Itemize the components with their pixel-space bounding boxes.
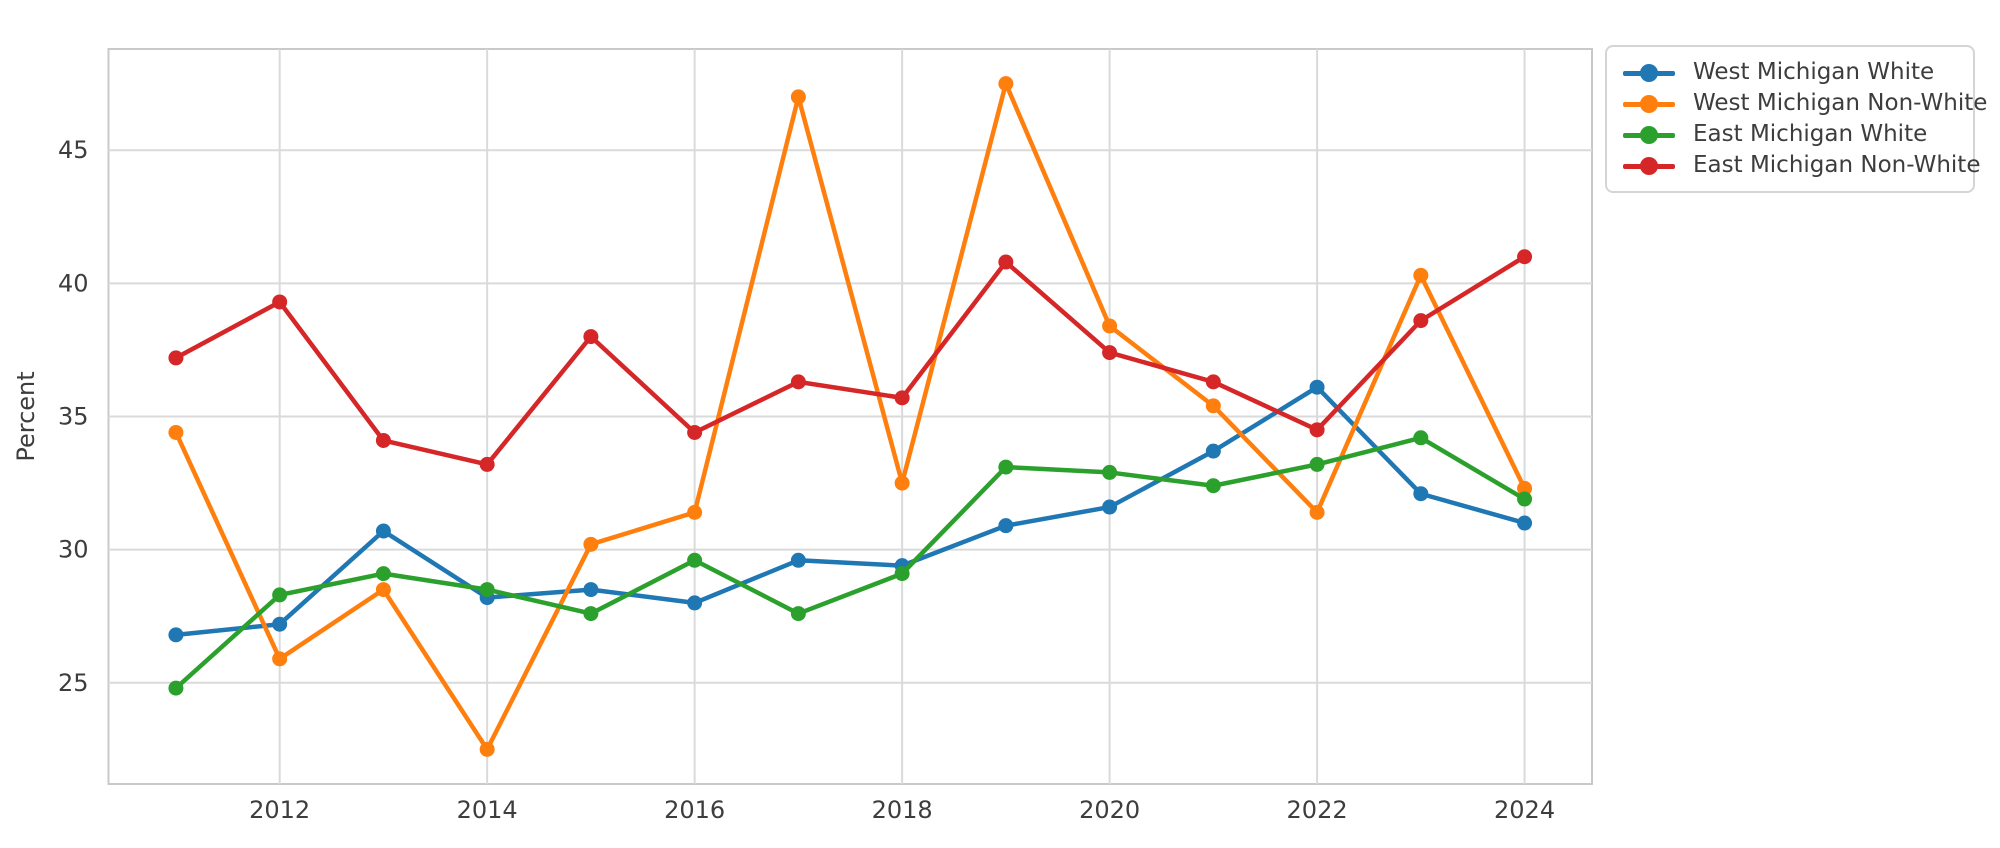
y-tick-label-45: 45	[58, 136, 89, 164]
data-point-west-michigan-non-white-2023	[1413, 267, 1429, 283]
data-point-west-michigan-white-2017	[790, 552, 806, 568]
series-line-east-michigan-non-white	[173, 254, 1527, 467]
legend-line-marker-icon	[1623, 156, 1675, 176]
data-point-west-michigan-white-2024	[1517, 515, 1533, 531]
y-tick-label-35: 35	[58, 403, 89, 431]
legend-label: West Michigan Non-White	[1693, 90, 1988, 116]
data-point-east-michigan-white-2012	[272, 587, 288, 603]
data-point-west-michigan-non-white-2013	[375, 582, 391, 598]
legend-line-marker-icon	[1623, 94, 1675, 114]
data-point-east-michigan-non-white-2013	[375, 432, 391, 448]
data-point-west-michigan-white-2021	[1205, 443, 1221, 459]
data-point-west-michigan-non-white-2019	[998, 76, 1014, 92]
legend-item-west-michigan-non-white: West Michigan Non-White	[1623, 88, 1987, 119]
y-tick-label-30: 30	[58, 536, 89, 564]
data-point-east-michigan-non-white-2014	[479, 456, 495, 472]
x-tick-label-2016: 2016	[664, 796, 725, 824]
data-point-west-michigan-non-white-2020	[1102, 318, 1118, 334]
y-tick-label-40: 40	[58, 269, 89, 297]
series-line-west-michigan-non-white	[173, 81, 1527, 752]
data-point-east-michigan-non-white-2020	[1102, 345, 1118, 361]
x-tick-label-2018: 2018	[872, 796, 933, 824]
data-point-east-michigan-white-2017	[790, 606, 806, 622]
data-point-east-michigan-non-white-2018	[894, 390, 910, 406]
data-point-east-michigan-white-2014	[479, 582, 495, 598]
data-point-east-michigan-white-2024	[1517, 491, 1533, 507]
data-point-west-michigan-non-white-2015	[583, 536, 599, 552]
data-point-west-michigan-white-2022	[1309, 379, 1325, 395]
series-line-east-michigan-white	[173, 435, 1527, 691]
data-point-east-michigan-white-2016	[687, 552, 703, 568]
y-tick-label-25: 25	[58, 669, 89, 697]
data-point-west-michigan-white-2011	[168, 627, 184, 643]
data-point-east-michigan-non-white-2017	[790, 374, 806, 390]
legend-label: West Michigan White	[1693, 59, 1935, 85]
data-point-west-michigan-non-white-2024	[1517, 480, 1533, 496]
data-point-east-michigan-white-2018	[894, 566, 910, 582]
data-point-east-michigan-non-white-2015	[583, 329, 599, 345]
data-point-east-michigan-non-white-2022	[1309, 422, 1325, 438]
x-tick-label-2022: 2022	[1287, 796, 1348, 824]
legend-label: East Michigan White	[1693, 121, 1928, 147]
data-point-east-michigan-white-2022	[1309, 456, 1325, 472]
data-point-east-michigan-white-2013	[375, 566, 391, 582]
data-point-east-michigan-non-white-2019	[998, 254, 1014, 270]
legend-item-east-michigan-non-white: East Michigan Non-White	[1623, 150, 1980, 181]
data-point-west-michigan-non-white-2021	[1205, 398, 1221, 414]
data-point-east-michigan-non-white-2011	[168, 350, 184, 366]
data-point-east-michigan-non-white-2012	[272, 294, 288, 310]
data-point-west-michigan-non-white-2011	[168, 424, 184, 440]
data-point-east-michigan-white-2021	[1205, 478, 1221, 494]
legend-line-marker-icon	[1623, 125, 1675, 145]
x-tick-label-2012: 2012	[249, 796, 310, 824]
legend: West Michigan White West Michigan Non-Whi…	[1605, 45, 1987, 193]
data-point-west-michigan-white-2016	[687, 595, 703, 611]
data-point-west-michigan-white-2013	[375, 523, 391, 539]
data-point-east-michigan-white-2023	[1413, 430, 1429, 446]
data-point-west-michigan-white-2023	[1413, 486, 1429, 502]
legend-item-west-michigan-white: West Michigan White	[1623, 57, 1959, 88]
legend-item-east-michigan-white: East Michigan White	[1623, 119, 1959, 150]
data-point-east-michigan-non-white-2016	[687, 424, 703, 440]
data-point-west-michigan-non-white-2012	[272, 651, 288, 667]
data-point-west-michigan-non-white-2022	[1309, 504, 1325, 520]
data-point-east-michigan-non-white-2024	[1517, 249, 1533, 265]
data-point-east-michigan-non-white-2021	[1205, 374, 1221, 390]
x-tick-label-2020: 2020	[1079, 796, 1140, 824]
data-point-west-michigan-non-white-2014	[479, 741, 495, 757]
data-point-west-michigan-white-2012	[272, 616, 288, 632]
y-axis-label: Percent	[12, 371, 40, 461]
data-point-east-michigan-white-2020	[1102, 464, 1118, 480]
data-point-west-michigan-white-2015	[583, 582, 599, 598]
data-point-west-michigan-white-2019	[998, 518, 1014, 534]
legend-label: East Michigan Non-White	[1693, 152, 1981, 178]
data-point-west-michigan-non-white-2018	[894, 475, 910, 491]
data-point-east-michigan-white-2019	[998, 459, 1014, 475]
data-point-east-michigan-white-2011	[168, 680, 184, 696]
data-point-west-michigan-non-white-2017	[790, 89, 806, 105]
x-tick-label-2014: 2014	[457, 796, 518, 824]
data-point-east-michigan-white-2015	[583, 606, 599, 622]
data-point-west-michigan-non-white-2016	[687, 504, 703, 520]
data-point-west-michigan-white-2020	[1102, 499, 1118, 515]
series-line-west-michigan-white	[173, 384, 1527, 638]
legend-line-marker-icon	[1623, 63, 1675, 83]
x-tick-label-2024: 2024	[1494, 796, 1555, 824]
data-point-east-michigan-non-white-2023	[1413, 313, 1429, 329]
